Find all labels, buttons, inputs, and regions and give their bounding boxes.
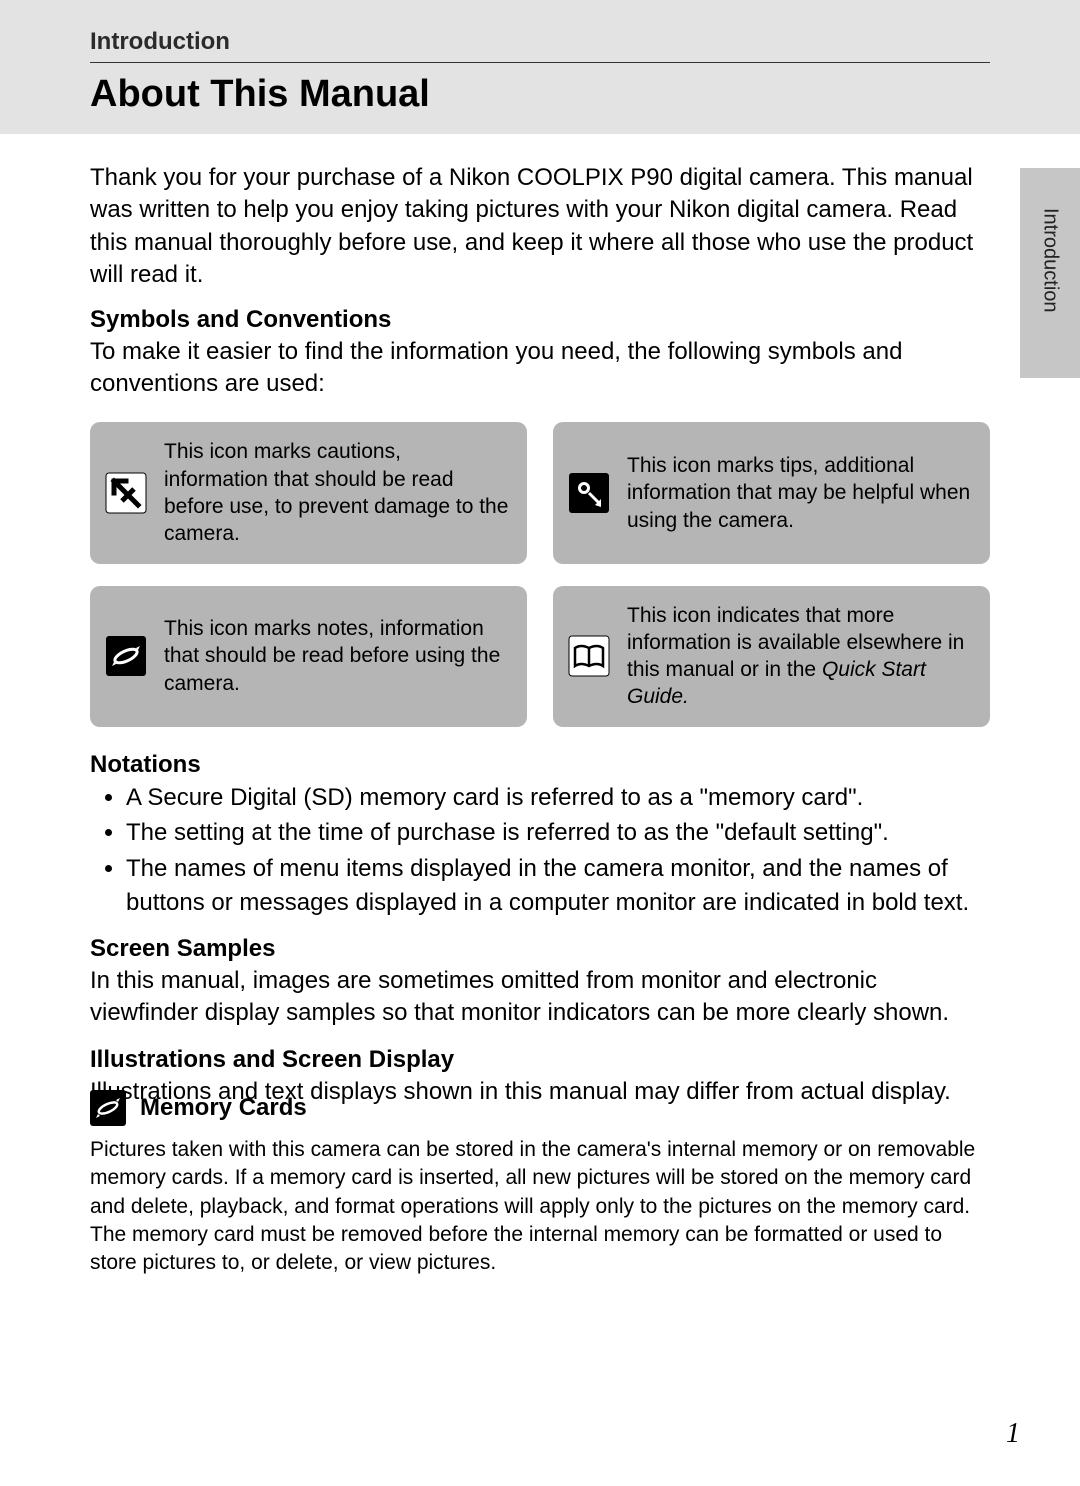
side-tab: Introduction [1020,168,1080,378]
note-icon [90,1090,126,1126]
note-text: This icon marks notes, information that … [164,615,509,697]
book-text: This icon indicates that more informatio… [627,602,972,711]
section-label: Introduction [90,28,990,63]
page-title: About This Manual [90,73,990,116]
memory-cards-text: Pictures taken with this camera can be s… [90,1136,990,1278]
memory-cards-heading: Memory Cards [140,1094,307,1122]
symbols-intro: To make it easier to find the informatio… [90,336,990,401]
list-item: A Secure Digital (SD) memory card is ref… [126,781,990,815]
caution-text: This icon marks cautions, information th… [164,438,509,547]
tip-icon [567,471,611,515]
memory-cards-section: Memory Cards Pictures taken with this ca… [90,1090,990,1278]
tip-text: This icon marks tips, additional informa… [627,452,972,534]
illustrations-heading: Illustrations and Screen Display [90,1046,990,1074]
notations-heading: Notations [90,751,990,779]
content-area: Thank you for your purchase of a Nikon C… [0,134,1080,1108]
note-icon [104,634,148,678]
caution-card: This icon marks cautions, information th… [90,422,527,563]
header-band: Introduction About This Manual [0,0,1080,134]
screen-samples-heading: Screen Samples [90,935,990,963]
intro-paragraph: Thank you for your purchase of a Nikon C… [90,162,990,292]
note-card: This icon marks notes, information that … [90,586,527,727]
list-item: The setting at the time of purchase is r… [126,816,990,850]
list-item: The names of menu items displayed in the… [126,852,990,919]
symbols-grid: This icon marks cautions, information th… [90,422,990,726]
screen-samples-text: In this manual, images are sometimes omi… [90,965,990,1030]
book-icon [567,634,611,678]
notations-list: A Secure Digital (SD) memory card is ref… [90,781,990,919]
tip-card: This icon marks tips, additional informa… [553,422,990,563]
page-number: 1 [1006,1418,1020,1450]
symbols-heading: Symbols and Conventions [90,306,990,334]
book-card: This icon indicates that more informatio… [553,586,990,727]
caution-icon [104,471,148,515]
side-tab-label: Introduction [1039,208,1062,313]
